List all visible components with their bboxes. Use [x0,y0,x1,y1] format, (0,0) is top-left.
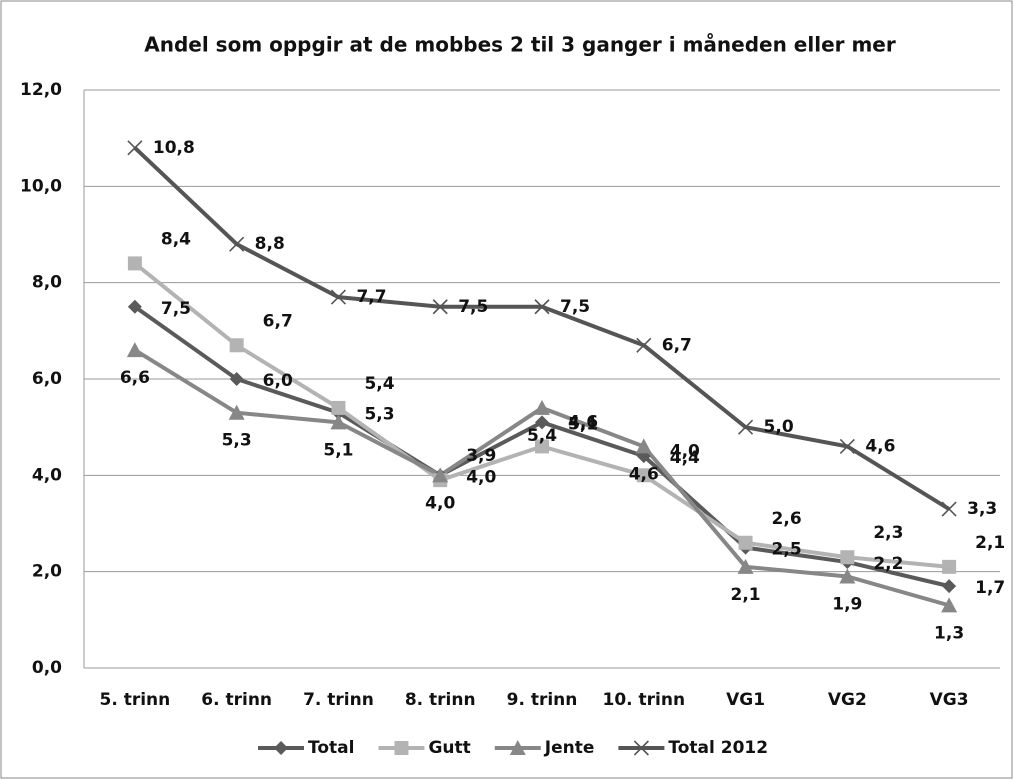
x-tick-label: VG3 [930,690,969,710]
data-point [635,438,652,454]
data-label: 4,6 [568,412,598,432]
data-point [229,372,244,386]
x-tick-label: VG1 [726,690,765,710]
data-point [127,140,143,156]
data-label: 2,5 [772,540,802,560]
data-point [839,438,855,454]
data-label: 7,5 [458,297,488,317]
data-label: 3,3 [967,499,997,519]
y-tick-label: 10,0 [20,176,62,196]
data-point [432,299,448,315]
legend-marker [274,741,288,755]
data-label: 5,1 [568,414,598,434]
data-point [636,337,652,353]
data-point [229,338,244,353]
legend-label: Total 2012 [668,738,768,758]
data-point [737,558,754,574]
x-tick-label: 10. trinn [602,690,685,710]
data-point [737,419,754,435]
data-point [941,597,958,613]
y-tick-label: 4,0 [32,465,62,485]
data-label: 6,0 [263,371,293,391]
data-label: 6,7 [263,311,293,331]
data-point [840,550,855,565]
x-tick-label: VG2 [828,690,867,710]
x-tick-label: 8. trinn [405,690,476,710]
data-label: 2,6 [772,509,802,529]
data-label: 5,1 [323,440,353,460]
data-label: 1,3 [934,623,964,643]
data-label: 8,8 [255,234,285,254]
data-label: 7,5 [560,297,590,317]
data-point [229,236,245,252]
data-label: 2,1 [975,533,1005,553]
data-label: 4,4 [670,448,700,468]
legend-label: Total [308,738,354,758]
data-label: 1,9 [832,594,862,614]
data-point [126,342,143,358]
data-label: 8,4 [161,229,191,249]
data-label: 6,7 [662,335,692,355]
data-point [127,256,142,271]
data-point [942,579,957,594]
data-label: 2,2 [873,554,903,574]
data-point [941,501,957,517]
data-label: 5,4 [364,374,394,394]
data-point [636,468,651,483]
data-point [535,439,549,454]
data-label: 4,0 [425,493,455,513]
data-point [127,299,142,314]
data-label: 4,6 [865,436,895,456]
legend-label: Jente [544,738,595,758]
data-label: 5,4 [527,426,557,446]
data-label: 7,5 [161,299,191,319]
y-tick-label: 0,0 [32,658,62,678]
data-point [738,535,753,550]
x-tick-label: 6. trinn [201,690,272,710]
data-point [432,467,449,483]
data-label: 3,9 [466,446,496,466]
data-point [534,299,550,315]
data-point [228,404,245,420]
x-tick-label: 5. trinn [100,690,171,710]
data-label: 2,3 [873,523,903,543]
data-label: 4,0 [670,441,700,461]
legend-label: Gutt [428,738,470,758]
data-label: 4,0 [466,467,496,487]
data-label: 2,1 [730,585,760,605]
data-point [330,289,347,305]
data-label: 5,0 [764,417,794,437]
data-label: 1,7 [975,578,1005,598]
data-point [535,415,549,430]
legend-marker [633,740,649,756]
data-point [330,414,347,430]
data-point [839,568,856,584]
data-point [942,559,957,574]
y-tick-label: 8,0 [32,273,62,293]
chart-title: Andel som oppgir at de mobbes 2 til 3 ga… [144,33,896,57]
data-point [534,399,550,415]
x-tick-label: 7. trinn [303,690,374,710]
data-label: 7,7 [356,287,386,307]
data-label: 5,3 [222,431,252,451]
data-point [331,400,346,415]
y-tick-label: 2,0 [32,562,62,582]
data-label: 4,6 [629,464,659,484]
legend-marker [394,741,409,755]
data-label: 6,6 [120,368,150,388]
data-label: 5,3 [364,405,394,425]
y-tick-label: 6,0 [32,369,62,389]
legend-marker [509,740,526,755]
data-label: 10,8 [153,138,195,158]
x-tick-label: 9. trinn [507,690,578,710]
y-tick-label: 12,0 [20,80,62,100]
